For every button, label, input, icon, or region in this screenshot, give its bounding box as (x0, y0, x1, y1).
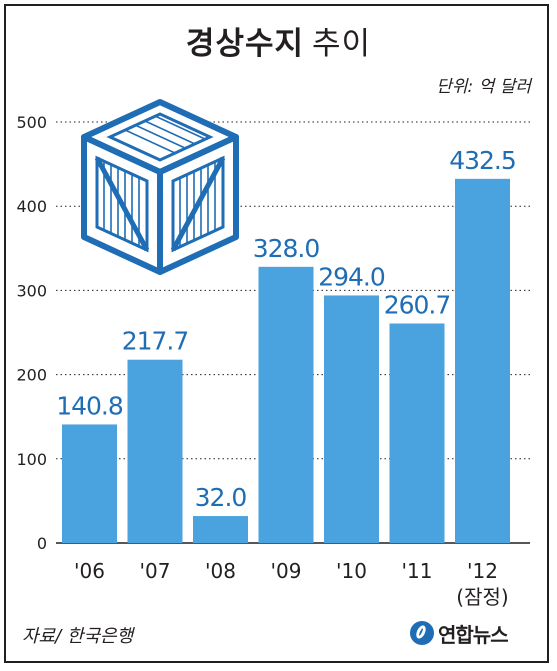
source-credit: 자료/ 한국은행 (22, 626, 134, 647)
x-tick-label: '06 (74, 559, 105, 583)
data-label: 432.5 (449, 146, 516, 175)
y-tick-label: 400 (16, 197, 47, 216)
x-tick-label: '08 (205, 559, 236, 583)
yonhap-logo-icon (410, 621, 434, 645)
bar-3 (258, 266, 314, 543)
y-tick-label: 500 (16, 113, 47, 132)
x-tick-label: '10 (336, 559, 367, 583)
x-tick-label: '09 (271, 559, 302, 583)
x-tick-label: '11 (402, 559, 433, 583)
y-tick-label: 300 (16, 281, 47, 300)
bar-1 (127, 359, 183, 543)
bar-2 (193, 516, 248, 543)
data-label: 217.7 (122, 327, 189, 356)
labels: 0 100 200 300 400 500 140.8 '06 217.7 '07 32.0 '08 3… (16, 113, 516, 609)
chart-title-bold: 경상수지 (185, 26, 305, 62)
unit-label: 단위: 억 달러 (436, 77, 531, 97)
data-label: 260.7 (384, 290, 451, 319)
data-label: 294.0 (318, 262, 385, 291)
data-label: 140.8 (56, 391, 123, 420)
y-tick-label: 0 (37, 534, 47, 553)
x-tick-label: '07 (140, 559, 171, 583)
bar-0 (62, 424, 117, 543)
logo-text: 연합뉴스 (438, 622, 509, 647)
bars (62, 178, 510, 543)
yonhap-logo: 연합뉴스 (410, 618, 509, 648)
y-tick-label: 100 (16, 450, 47, 469)
bar-4 (324, 295, 379, 543)
x-tick-label: '12 (467, 559, 498, 583)
chart-title-light: 추이 (312, 26, 372, 62)
data-label: 328.0 (253, 234, 320, 263)
bar-5 (389, 323, 445, 543)
y-tick-label: 200 (16, 366, 47, 385)
bar-6 (455, 178, 510, 543)
wooden-crate-icon (81, 99, 239, 275)
data-label: 32.0 (195, 483, 247, 512)
x-tick-sublabel: (잠정) (456, 585, 508, 609)
chart-title: 경상수지 추이 (0, 18, 557, 63)
